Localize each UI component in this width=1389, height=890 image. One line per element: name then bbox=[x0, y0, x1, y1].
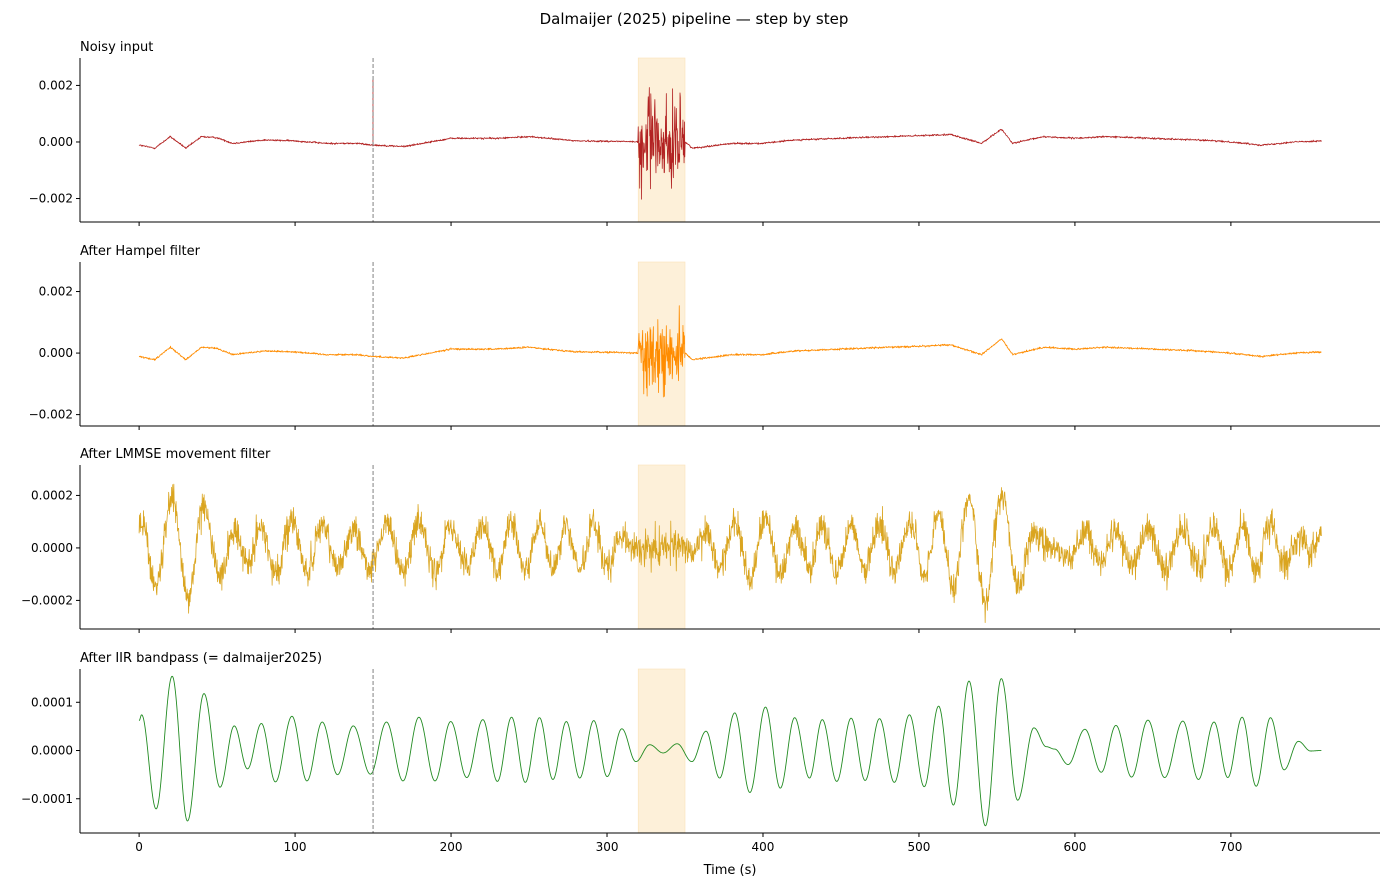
series-line bbox=[138, 79, 1322, 200]
x-tick-label: 200 bbox=[440, 840, 463, 854]
x-tick-label: 400 bbox=[752, 840, 775, 854]
x-tick-label: 500 bbox=[908, 840, 931, 854]
y-tick-label: −0.0001 bbox=[21, 792, 73, 806]
panel-3: 0.0002 0.0000 −0.0002 After LMMSE movement … bbox=[21, 447, 1380, 633]
x-tick-label: 300 bbox=[596, 840, 619, 854]
y-tick-label: −0.002 bbox=[29, 192, 73, 206]
panel-title: Noisy input bbox=[80, 40, 153, 55]
y-tick-label: −0.002 bbox=[29, 408, 73, 422]
panel-4: 0.0001 0.0000 −0.0001 0 100 200 300 400 500 600 70… bbox=[21, 651, 1380, 878]
y-tick-label: 0.000 bbox=[39, 135, 73, 149]
panel-title: After Hampel filter bbox=[80, 244, 201, 259]
x-axis-label: Time (s) bbox=[703, 863, 757, 878]
x-tick-label: 100 bbox=[284, 840, 307, 854]
y-tick-label: 0.0002 bbox=[31, 488, 73, 502]
y-tick-label: −0.0002 bbox=[21, 593, 73, 607]
panel-title: After LMMSE movement filter bbox=[80, 447, 271, 462]
shaded-span bbox=[637, 668, 686, 834]
series-line bbox=[138, 483, 1322, 624]
panel-2: 0.002 0.000 −0.002 After Hampel filter bbox=[29, 244, 1380, 430]
y-tick-label: 0.0000 bbox=[31, 541, 73, 555]
y-tick-label: 0.0001 bbox=[31, 695, 73, 709]
panel-title: After IIR bandpass (= dalmaijer2025) bbox=[80, 651, 322, 666]
x-tick-label: 700 bbox=[1219, 840, 1242, 854]
x-tick-label: 0 bbox=[135, 840, 143, 854]
y-tick-label: 0.000 bbox=[39, 346, 73, 360]
y-tick-label: 0.002 bbox=[39, 285, 73, 299]
y-tick-label: 0.0000 bbox=[31, 744, 73, 758]
y-tick-label: 0.002 bbox=[39, 78, 73, 92]
x-tick-label: 600 bbox=[1063, 840, 1086, 854]
figure-title: Dalmaijer (2025) pipeline — step by step bbox=[540, 10, 849, 28]
panel-1: 0.002 0.000 −0.002 Noisy input bbox=[29, 40, 1380, 226]
series-line bbox=[138, 675, 1322, 827]
series-line bbox=[138, 305, 1322, 398]
